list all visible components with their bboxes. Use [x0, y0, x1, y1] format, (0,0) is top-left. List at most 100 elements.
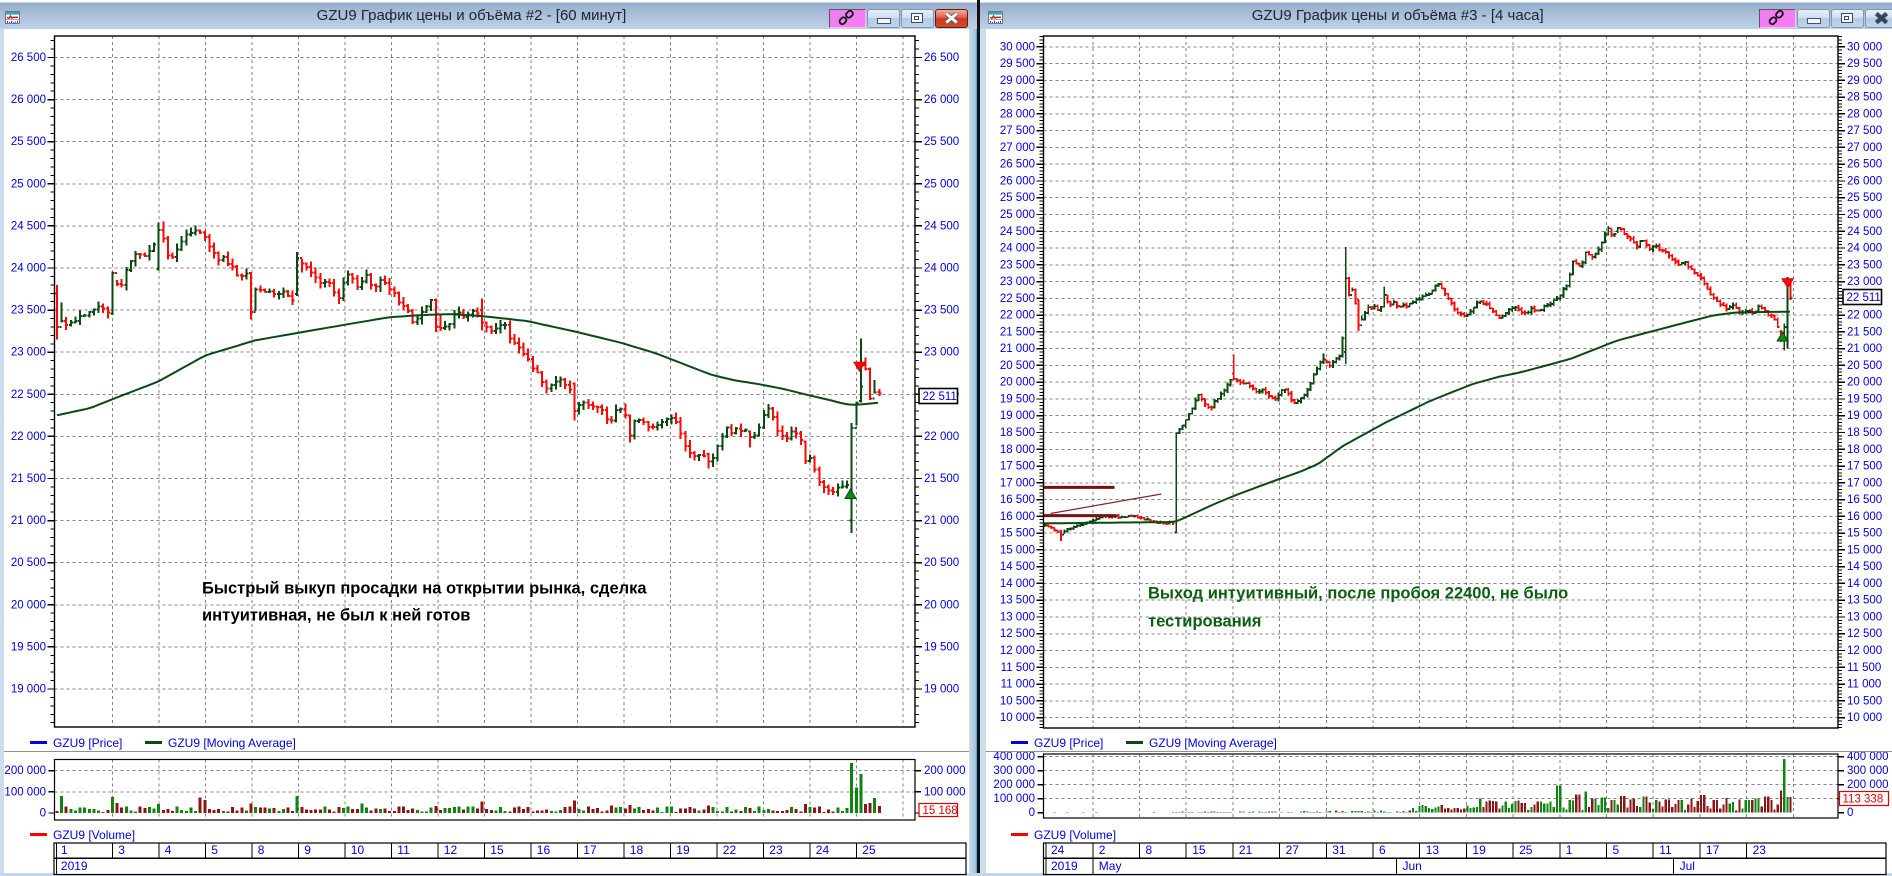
svg-text:GZU9 [Volume]: GZU9 [Volume]	[1034, 828, 1116, 842]
svg-text:4: 4	[165, 843, 172, 857]
svg-text:19 000: 19 000	[1000, 410, 1035, 422]
svg-text:15 500: 15 500	[1000, 528, 1035, 540]
svg-text:GZU9 [Moving Average]: GZU9 [Moving Average]	[168, 736, 296, 750]
svg-text:10 000: 10 000	[1000, 712, 1035, 724]
svg-text:11 500: 11 500	[1001, 662, 1035, 674]
svg-text:22 000: 22 000	[924, 431, 959, 443]
svg-text:24: 24	[1051, 843, 1065, 857]
svg-text:27 000: 27 000	[1000, 142, 1035, 154]
svg-text:22 511: 22 511	[923, 391, 957, 403]
svg-text:22: 22	[723, 843, 737, 857]
svg-text:24 500: 24 500	[11, 220, 46, 232]
svg-text:18 000: 18 000	[1000, 444, 1035, 456]
svg-text:17 000: 17 000	[1000, 477, 1035, 489]
svg-text:25 000: 25 000	[924, 178, 959, 190]
svg-text:29 000: 29 000	[1000, 75, 1035, 87]
svg-text:28 000: 28 000	[1000, 108, 1035, 120]
svg-text:18: 18	[630, 843, 644, 857]
svg-text:19 000: 19 000	[1847, 410, 1882, 422]
svg-text:10: 10	[351, 843, 365, 857]
svg-text:25 500: 25 500	[924, 136, 959, 148]
svg-text:113 338: 113 338	[1843, 794, 1884, 806]
svg-text:10 500: 10 500	[1847, 695, 1882, 707]
svg-text:Быстрый выкуп просадки на откр: Быстрый выкуп просадки на открытии рынка…	[202, 580, 647, 598]
svg-text:200 000: 200 000	[4, 765, 46, 777]
svg-text:19: 19	[676, 843, 690, 857]
svg-text:27 500: 27 500	[1847, 125, 1882, 137]
svg-text:20 500: 20 500	[11, 557, 46, 569]
svg-text:24 500: 24 500	[1847, 226, 1882, 238]
svg-text:0: 0	[1847, 807, 1853, 819]
svg-text:100 000: 100 000	[924, 786, 966, 798]
svg-text:16: 16	[537, 843, 551, 857]
svg-text:26 500: 26 500	[1000, 159, 1035, 171]
svg-text:22 511: 22 511	[1847, 292, 1881, 304]
svg-text:25 000: 25 000	[11, 178, 46, 190]
svg-text:26 500: 26 500	[11, 52, 46, 64]
svg-text:23 000: 23 000	[11, 347, 46, 359]
svg-text:24: 24	[816, 843, 830, 857]
svg-text:21 000: 21 000	[1000, 343, 1035, 355]
svg-text:400 000: 400 000	[993, 751, 1035, 763]
svg-text:26 000: 26 000	[1847, 176, 1882, 188]
svg-text:12 500: 12 500	[1000, 628, 1035, 640]
svg-text:29 000: 29 000	[1847, 75, 1882, 87]
svg-text:24 000: 24 000	[924, 263, 959, 275]
svg-text:16 000: 16 000	[1000, 511, 1035, 523]
svg-text:28 500: 28 500	[1847, 92, 1882, 104]
svg-text:20 000: 20 000	[924, 599, 959, 611]
svg-text:14 500: 14 500	[1000, 561, 1035, 573]
svg-text:26 000: 26 000	[924, 94, 959, 106]
svg-text:12: 12	[444, 843, 458, 857]
svg-text:12 500: 12 500	[1847, 628, 1882, 640]
svg-text:23 500: 23 500	[11, 305, 46, 317]
svg-text:22 500: 22 500	[11, 389, 46, 401]
svg-text:24 000: 24 000	[1847, 243, 1882, 255]
svg-text:GZU9 [Price]: GZU9 [Price]	[53, 736, 122, 750]
svg-text:100 000: 100 000	[993, 793, 1035, 805]
svg-text:24 500: 24 500	[1000, 226, 1035, 238]
svg-text:10 000: 10 000	[1847, 712, 1882, 724]
svg-text:8: 8	[1146, 843, 1153, 857]
svg-text:30 000: 30 000	[1000, 41, 1035, 53]
svg-text:13 000: 13 000	[1847, 612, 1882, 624]
svg-text:15: 15	[1192, 843, 1206, 857]
svg-text:20 000: 20 000	[1000, 377, 1035, 389]
svg-text:12 000: 12 000	[1847, 645, 1882, 657]
svg-text:26 000: 26 000	[1000, 176, 1035, 188]
svg-text:14 000: 14 000	[1847, 578, 1882, 590]
svg-text:Jul: Jul	[1680, 859, 1695, 873]
svg-text:20 000: 20 000	[11, 599, 46, 611]
svg-text:21: 21	[1239, 843, 1253, 857]
svg-text:21 500: 21 500	[1847, 326, 1882, 338]
svg-text:13 500: 13 500	[1000, 595, 1035, 607]
svg-text:12 000: 12 000	[1000, 645, 1035, 657]
svg-text:24 000: 24 000	[11, 263, 46, 275]
svg-text:16 500: 16 500	[1847, 494, 1882, 506]
svg-text:13 000: 13 000	[1000, 612, 1035, 624]
svg-text:200 000: 200 000	[1847, 779, 1889, 791]
svg-text:300 000: 300 000	[1847, 765, 1889, 777]
svg-text:18 500: 18 500	[1000, 427, 1035, 439]
svg-text:23 000: 23 000	[1000, 276, 1035, 288]
svg-text:20 500: 20 500	[924, 557, 959, 569]
svg-text:тестирования: тестирования	[1148, 613, 1261, 631]
svg-text:15 168: 15 168	[923, 805, 958, 817]
svg-text:20 500: 20 500	[1000, 360, 1035, 372]
svg-text:16 000: 16 000	[1847, 511, 1882, 523]
svg-text:25 500: 25 500	[1000, 192, 1035, 204]
svg-text:11 000: 11 000	[1847, 679, 1881, 691]
svg-text:19 000: 19 000	[924, 684, 959, 696]
svg-text:17 500: 17 500	[1847, 461, 1882, 473]
svg-text:22 000: 22 000	[11, 431, 46, 443]
svg-text:15 000: 15 000	[1847, 544, 1882, 556]
svg-text:0: 0	[40, 808, 46, 820]
svg-text:21 500: 21 500	[1000, 326, 1035, 338]
svg-text:27: 27	[1286, 843, 1300, 857]
svg-text:29 500: 29 500	[1000, 58, 1035, 70]
svg-text:2019: 2019	[1051, 859, 1078, 873]
svg-text:22 000: 22 000	[1000, 310, 1035, 322]
svg-text:1: 1	[1566, 843, 1573, 857]
svg-text:23: 23	[769, 843, 783, 857]
svg-text:20 000: 20 000	[1847, 377, 1882, 389]
